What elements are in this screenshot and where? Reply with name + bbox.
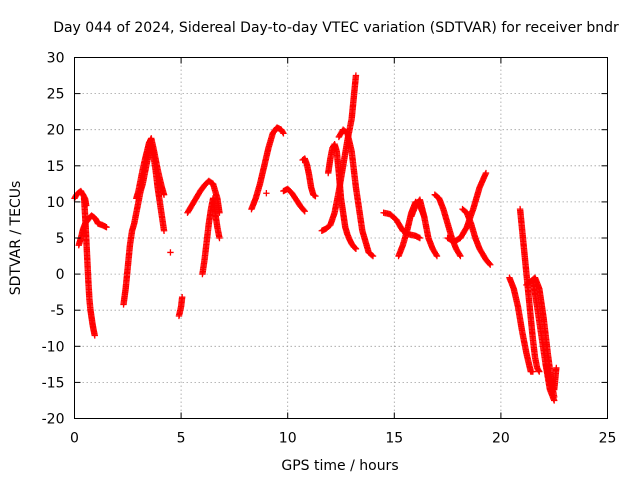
y-tick-label: 20 [47,123,65,139]
y-tick-label: -20 [42,412,65,428]
y-tick-label: -15 [42,375,65,391]
data-point [457,252,464,260]
series-arc-23 [506,274,537,375]
series-arc-6 [167,249,174,256]
x-axis-label: GPS time / hours [281,458,398,474]
data-point [263,190,270,197]
series-arc-27 [542,361,560,393]
data-point [351,244,358,251]
series-arc-16 [335,126,377,260]
data-points [71,72,560,404]
data-point [487,261,494,268]
series-arc-22 [459,205,494,268]
series-arc-12 [280,185,308,215]
data-point [433,251,440,259]
y-tick-label: 25 [47,87,65,103]
series-arc-8 [184,177,223,216]
tick-labels: 0 5 10 15 20 25 -20 -15 -10 -5 0 5 10 15 20 25 30 [42,51,617,447]
data-point [91,332,98,339]
series-arc-13 [299,155,319,200]
y-tick-label: 30 [47,51,65,67]
x-tick-label: 15 [385,431,403,447]
data-point [301,208,308,215]
x-tick-label: 0 [70,431,79,447]
data-point [279,128,286,136]
data-point [482,169,490,177]
data-point [536,368,543,375]
data-point [280,130,287,137]
axis-ticks [74,57,608,419]
series-arc-2 [75,212,110,249]
data-point [416,234,424,242]
data-point [553,364,560,372]
series-arc-5 [133,135,168,202]
data-point [535,367,542,374]
y-tick-label: 0 [56,267,65,283]
data-point [486,260,493,267]
series-arc-9 [199,195,223,278]
y-tick-label: 15 [47,159,65,175]
data-point [551,397,558,404]
series-arc-11 [263,190,270,197]
y-tick-label: -5 [51,303,65,319]
series-arc-17 [380,209,424,242]
x-tick-label: 5 [177,431,186,447]
series-arc-21 [444,169,490,245]
data-point [312,192,319,200]
y-tick-label: 5 [56,231,65,247]
series-arc-10 [248,124,287,213]
data-point [300,207,308,214]
data-point [216,234,223,242]
x-tick-label: 25 [599,431,617,447]
data-point [352,244,359,252]
y-tick-label: -10 [42,339,65,355]
data-point [167,249,174,256]
series-arc-19 [408,196,441,260]
grid [74,57,608,419]
data-point [160,227,168,234]
data-point [529,368,537,375]
series-arc-3 [80,195,98,339]
data-point [160,191,168,198]
y-tick-label: 10 [47,195,65,211]
x-tick-label: 20 [492,431,510,447]
data-point [456,251,463,259]
data-point [352,245,360,253]
series-arc-7 [175,294,186,320]
data-point [178,294,186,301]
y-axis-label: SDTVAR / TECUs [8,181,24,296]
chart-title: Day 044 of 2024, Sidereal Day-to-day VTE… [53,20,619,36]
data-point [368,251,376,259]
series-arc-15 [325,140,360,253]
data-point [369,252,377,260]
data-point [433,252,441,260]
data-point [103,223,110,231]
data-point [352,72,360,79]
data-point [311,192,318,199]
x-tick-label: 10 [279,431,297,447]
